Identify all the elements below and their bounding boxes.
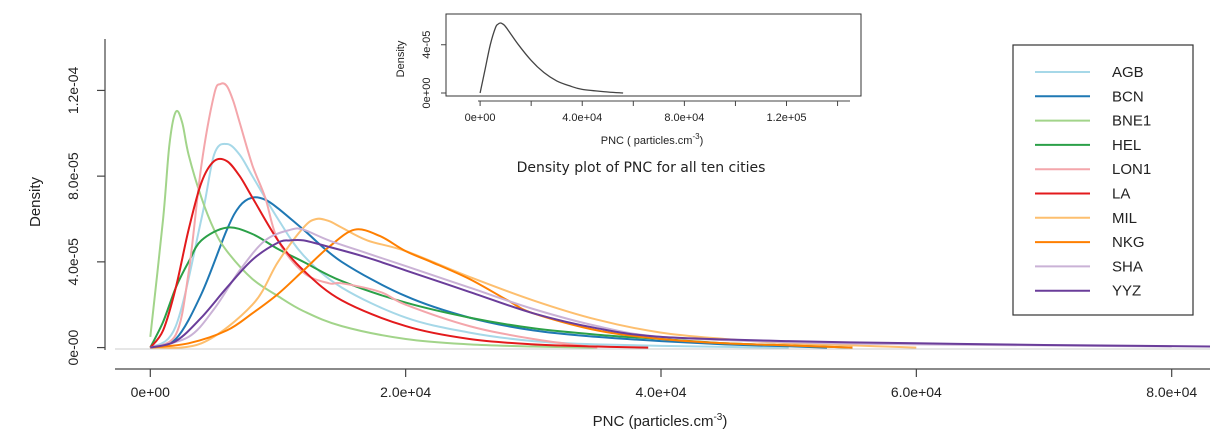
inset-y-tick-label: 4e-05 xyxy=(421,31,433,59)
inset-x-axis-title-sup: -3 xyxy=(692,132,700,141)
y-tick-label: 1.2e-04 xyxy=(65,66,81,114)
inset-x-tick-label: 4.0e+04 xyxy=(562,112,602,124)
x-tick-label: 8.0e+04 xyxy=(1146,384,1197,400)
main-plot: 0e-00 4.0e-05 8.0e-05 1.2e-04 0e+00 2.0e+04 4… xyxy=(27,39,1211,430)
inset-x-tick-label: 8.0e+04 xyxy=(664,112,704,124)
y-axis-title: Density xyxy=(27,176,44,227)
legend-label-yyz: YYZ xyxy=(1112,283,1141,300)
legend-label-sha: SHA xyxy=(1112,258,1143,275)
main-series-lines xyxy=(149,82,1211,349)
inset-y-axis-title: Density xyxy=(395,40,407,77)
y-tick-label: 8.0e-05 xyxy=(65,152,81,200)
legend-label-lon1: LON1 xyxy=(1112,161,1151,178)
legend-label-mil: MIL xyxy=(1112,210,1137,227)
series-line-bcn xyxy=(149,196,828,349)
x-axis-title-main: PNC (particles.cm xyxy=(593,413,714,430)
x-axis-title-end: ) xyxy=(722,413,727,430)
x-tick-label: 6.0e+04 xyxy=(891,384,942,400)
y-axis-ticks: 0e-00 4.0e-05 8.0e-05 1.2e-04 xyxy=(65,66,105,365)
y-tick-label: 0e-00 xyxy=(65,329,81,365)
inset-x-axis-title-end: ) xyxy=(700,135,704,147)
legend-label-agb: AGB xyxy=(1112,64,1144,81)
legend-label-nkg: NKG xyxy=(1112,234,1145,251)
x-axis-title: PNC (particles.cm-3) xyxy=(593,412,728,430)
x-axis-title-sup: -3 xyxy=(713,412,722,423)
x-tick-label: 2.0e+04 xyxy=(380,384,431,400)
series-line-hel xyxy=(149,226,853,349)
legend-label-hel: HEL xyxy=(1112,137,1141,154)
inset-plot: 0e+00 4e-05 0e+00 4.0e+04 8.0e+04 1.2e+05 De… xyxy=(395,13,862,176)
y-tick-label: 4.0e-05 xyxy=(65,238,81,286)
inset-y-tick-label: 0e+00 xyxy=(421,78,433,109)
inset-x-axis-ticks: 0e+00 4.0e+04 8.0e+04 1.2e+05 xyxy=(465,101,839,124)
x-tick-label: 0e+00 xyxy=(131,384,171,400)
legend-label-bne1: BNE1 xyxy=(1112,113,1151,130)
series-line-yyz xyxy=(150,238,1211,349)
inset-y-axis-ticks: 0e+00 4e-05 xyxy=(421,31,446,109)
series-line-lon1 xyxy=(149,82,598,349)
inset-title: Density plot of PNC for all ten cities xyxy=(517,160,766,176)
inset-box xyxy=(445,13,862,97)
series-line-la xyxy=(149,157,649,349)
legend-box xyxy=(1012,44,1194,316)
inset-x-tick-label: 1.2e+05 xyxy=(766,112,806,124)
x-axis-ticks: 0e+00 2.0e+04 4.0e+04 6.0e+04 8.0e+04 xyxy=(131,369,1197,400)
series-line-bne1 xyxy=(149,110,598,349)
series-line-agb xyxy=(149,142,789,349)
series-line-sha xyxy=(150,227,1172,349)
legend-label-bcn: BCN xyxy=(1112,88,1144,105)
legend: AGB BCN BNE1 HEL LON1 LA MIL NKG SHA YYZ xyxy=(1012,44,1194,316)
inset-x-axis-title-main: PNC ( particles.cm xyxy=(601,135,693,147)
series-line-nkg xyxy=(150,228,853,349)
legend-label-la: LA xyxy=(1112,186,1130,203)
x-tick-label: 4.0e+04 xyxy=(636,384,687,400)
inset-series-line-0 xyxy=(479,22,624,94)
legend-items: AGB BCN BNE1 HEL LON1 LA MIL NKG SHA YYZ xyxy=(1035,64,1151,300)
inset-series-lines xyxy=(479,22,624,94)
inset-x-axis-title: PNC ( particles.cm-3) xyxy=(601,132,703,147)
inset-x-tick-label: 0e+00 xyxy=(465,112,496,124)
